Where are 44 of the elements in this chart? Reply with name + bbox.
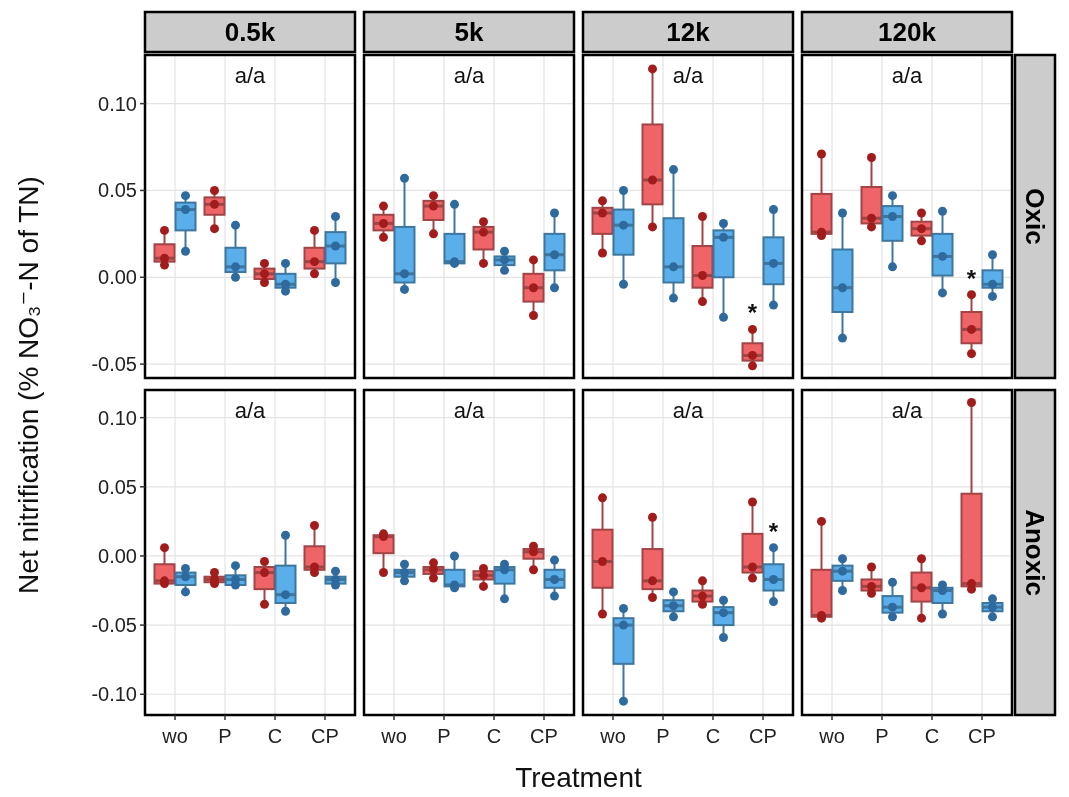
- x-tick-label: CP: [530, 725, 558, 747]
- y-tick-label: 0.10: [98, 406, 137, 429]
- y-tick-label: 0.05: [98, 475, 137, 498]
- x-tick-label: wo: [599, 725, 626, 747]
- annotation: a/a: [672, 398, 705, 423]
- x-tick-label: P: [437, 725, 451, 747]
- annotation: a/a: [672, 63, 705, 88]
- x-tick-label: C: [924, 725, 940, 747]
- x-tick-label: P: [656, 725, 670, 747]
- annotation: a/a: [891, 63, 924, 88]
- annotation: a/a: [234, 398, 267, 423]
- x-tick-label: wo: [818, 725, 845, 747]
- x-tick-label: P: [218, 725, 232, 747]
- annotation: *: [747, 299, 758, 327]
- annotation: a/a: [453, 63, 486, 88]
- y-tick-label: -0.05: [91, 353, 137, 376]
- y-tick-label: 0.00: [98, 266, 137, 289]
- y-tick-label: 0.05: [98, 179, 137, 202]
- x-tick-label: P: [875, 725, 889, 747]
- chart-title: 12k: [666, 17, 711, 48]
- x-tick-label: C: [267, 725, 283, 747]
- annotation: *: [768, 517, 779, 545]
- x-tick-label: CP: [749, 725, 777, 747]
- chart-title: 120k: [878, 17, 937, 48]
- y-tick-label: 0.00: [98, 544, 137, 567]
- chart-title: 5k: [454, 17, 484, 48]
- y2-axis-title: Oxic: [1019, 188, 1050, 245]
- annotation: a/a: [891, 398, 924, 423]
- x-tick-label: CP: [968, 725, 996, 747]
- y-axis-title: Net nitrification (% NO₃⁻-N of TN): [13, 176, 44, 594]
- annotation: a/a: [453, 398, 486, 423]
- y-tick-label: -0.10: [91, 683, 137, 706]
- y2-axis-title: Anoxic: [1019, 509, 1050, 596]
- x-tick-label: CP: [311, 725, 339, 747]
- chart-title: 0.5k: [224, 17, 276, 48]
- y-tick-label: -0.05: [91, 614, 137, 637]
- x-tick-label: wo: [161, 725, 188, 747]
- annotation: a/a: [234, 63, 267, 88]
- x-tick-label: C: [705, 725, 721, 747]
- x-axis-title: Treatment: [515, 762, 642, 793]
- y-tick-label: 0.10: [98, 92, 137, 115]
- x-tick-label: C: [486, 725, 502, 747]
- x-tick-label: wo: [380, 725, 407, 747]
- annotation: *: [966, 264, 977, 292]
